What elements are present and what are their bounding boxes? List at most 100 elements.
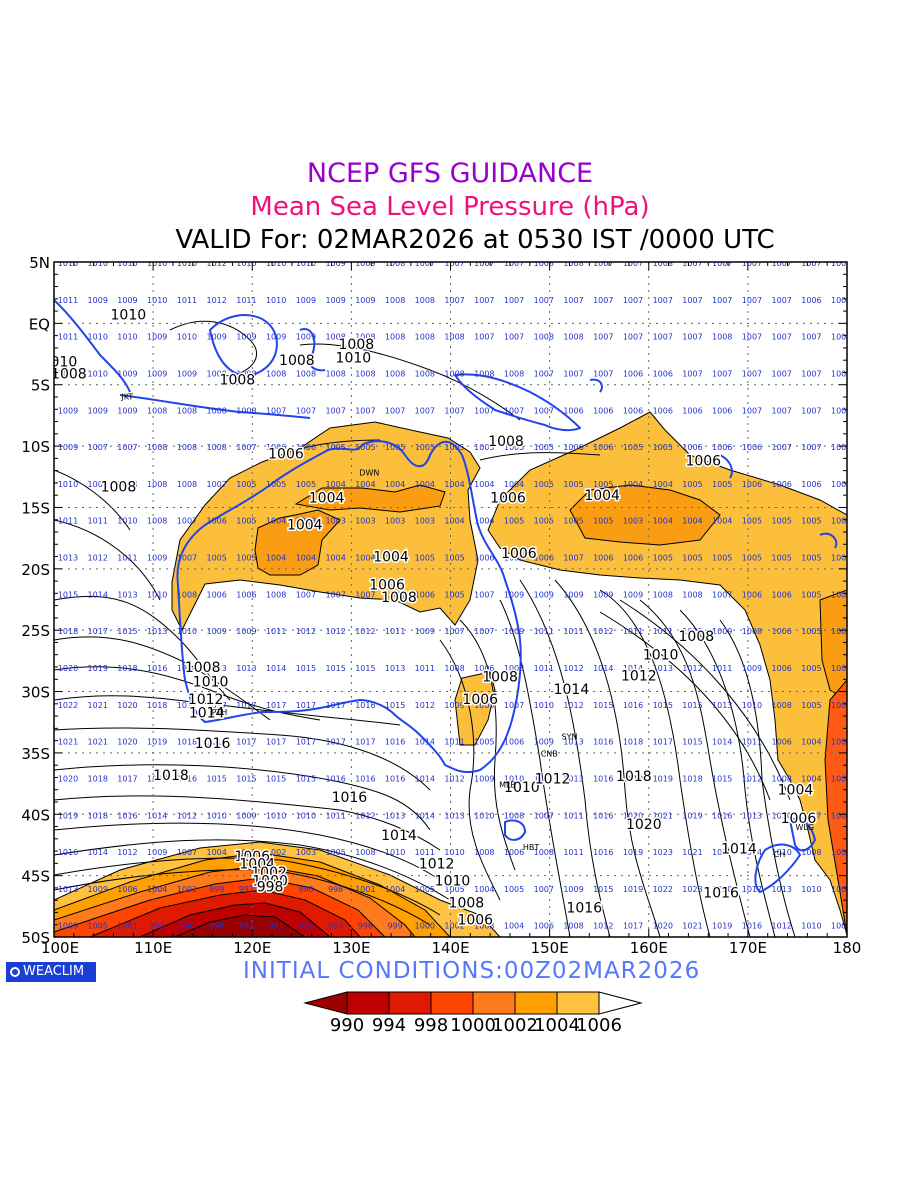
station-value: 1016	[325, 774, 345, 783]
station-value: 1009	[147, 848, 167, 857]
station-value: 1007	[415, 406, 435, 415]
station-name: SYN	[562, 732, 578, 741]
isobar-label-text: 010	[51, 354, 78, 370]
station-value: 1006	[831, 296, 851, 305]
coastlines	[54, 299, 838, 893]
station-value: 1016	[385, 738, 405, 747]
station-value: 1003	[415, 517, 435, 526]
station-value: 1008	[147, 517, 167, 526]
station-value: 1008	[772, 774, 792, 783]
station-value: 1011	[682, 627, 702, 636]
station-value: 1020	[58, 774, 78, 783]
station-value: 1009	[236, 333, 256, 342]
station-value: 1007	[623, 296, 643, 305]
lon-label: 110E	[134, 939, 172, 957]
station-value: 1008	[415, 296, 435, 305]
station-names: JKT DWN PTH SYN CNB MLB HBT WLG CH	[120, 392, 814, 859]
station-value: 1020	[58, 664, 78, 673]
station-value: 1016	[623, 701, 643, 710]
station-value: 1007	[444, 259, 464, 268]
station-value: 1010	[504, 774, 524, 783]
station-value: 1018	[623, 738, 643, 747]
station-value: 1007	[534, 811, 554, 820]
station-value: 992	[239, 922, 254, 931]
isobar-label: 1006	[489, 489, 528, 508]
colorbar-label: 998	[414, 1015, 448, 1036]
station-value: 1004	[653, 480, 673, 489]
station-value: 1003	[296, 848, 316, 857]
station-value: 1003	[831, 774, 851, 783]
station-value: 1006	[772, 738, 792, 747]
station-value: 1007	[504, 259, 524, 268]
station-value: 1008	[563, 922, 583, 931]
station-value: 1005	[504, 517, 524, 526]
station-value: 1007	[444, 296, 464, 305]
isobar-label: 1008	[218, 371, 257, 390]
isobar-label-text: 1012	[419, 856, 455, 872]
station-value: 1008	[474, 369, 494, 378]
station-value: 1008	[177, 443, 197, 452]
station-value: 1013	[147, 627, 167, 636]
isobar-label-text: 1004	[309, 491, 345, 507]
station-value: 1005	[266, 480, 286, 489]
isobar-label: 1006	[461, 690, 500, 709]
station-value: 1007	[682, 333, 702, 342]
station-value: 1017	[325, 701, 345, 710]
isobar-label: 1008	[487, 433, 526, 452]
station-value: 1005	[801, 664, 821, 673]
station-value: 1008	[534, 333, 554, 342]
station-value: 1016	[355, 701, 375, 710]
isobar-label: 1006	[779, 809, 818, 828]
station-value: 1011	[712, 664, 732, 673]
station-value: 1010	[207, 811, 227, 820]
station-value: 1013	[236, 664, 256, 673]
lat-label: 25S	[21, 622, 50, 640]
station-value: 1011	[266, 627, 286, 636]
isobar-label: 1010	[641, 646, 680, 665]
station-value: 1008	[177, 406, 197, 415]
station-value: 1007	[266, 406, 286, 415]
station-value: 1015	[682, 701, 702, 710]
isobar-label: 1010	[503, 779, 542, 798]
station-value: 1007	[88, 443, 108, 452]
station-value: 1013	[563, 738, 583, 747]
station-value: 1010	[88, 333, 108, 342]
colorbar-arrow-left	[303, 991, 348, 1015]
station-value: 1007	[682, 259, 702, 268]
station-value: 1015	[236, 774, 256, 783]
lon-label: 160E	[630, 939, 668, 957]
lon-label: 150E	[531, 939, 569, 957]
low-pressure-core-australia	[254, 509, 341, 576]
station-value: 1007	[177, 848, 197, 857]
station-value: 995	[269, 885, 284, 894]
isobar-label: 1010	[433, 872, 472, 891]
station-value: 1016	[742, 922, 762, 931]
station-value: 992	[298, 922, 313, 931]
station-value: 1008	[801, 848, 821, 857]
station-value: 1017	[355, 738, 375, 747]
station-value: 1006	[504, 554, 524, 563]
station-value: 1003	[831, 664, 851, 673]
station-value: 1008	[712, 333, 732, 342]
station-value: 1005	[623, 443, 643, 452]
station-value: 1009	[742, 664, 762, 673]
station-value: 1006	[712, 406, 732, 415]
station-value: 1023	[653, 848, 673, 857]
station-value: 1012	[296, 627, 316, 636]
station-value: 1007	[504, 406, 524, 415]
station-value: 1019	[623, 848, 643, 857]
station-value: 1013	[58, 554, 78, 563]
station-value: 1002	[831, 738, 851, 747]
station-value: 1007	[801, 406, 821, 415]
station-value: 1016	[385, 774, 405, 783]
isobar-label-text: 1010	[435, 873, 471, 889]
station-value: 1016	[117, 811, 137, 820]
station-value: 1013	[772, 885, 792, 894]
station-value: 1012	[682, 664, 702, 673]
isobar-label-text: 1008	[185, 660, 221, 676]
station-value: 1006	[653, 369, 673, 378]
station-value: 1009	[88, 885, 108, 894]
station-value: 1015	[266, 774, 286, 783]
station-value: 1011	[117, 554, 137, 563]
